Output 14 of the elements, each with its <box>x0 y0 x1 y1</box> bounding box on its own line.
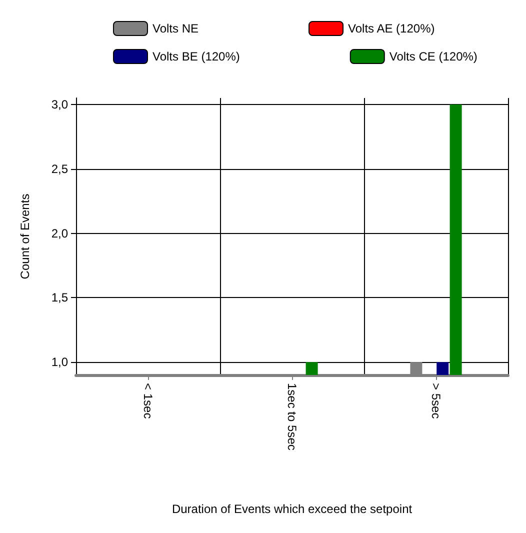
x-tick-label: < 1sec <box>141 383 155 419</box>
y-tick-label: 3,0 <box>51 97 68 112</box>
y-tick-label: 1,0 <box>51 355 68 370</box>
legend-label: Volts CE (120%) <box>389 50 478 64</box>
legend-label: Volts NE <box>152 22 199 36</box>
y-tick-label: 1,5 <box>51 290 68 305</box>
legend-label: Volts AE (120%) <box>348 22 435 36</box>
x-axis-title: Duration of Events which exceed the setpoint <box>172 502 413 516</box>
y-tick-label: 2,5 <box>51 162 68 176</box>
x-tick-label: 1sec to 5sec <box>285 383 299 450</box>
y-tick-label: 2,0 <box>51 226 68 240</box>
x-tick-label: > 5sec <box>429 383 443 419</box>
y-axis-title: Count of Events <box>18 194 32 280</box>
legend-label: Volts BE (120%) <box>152 50 240 64</box>
